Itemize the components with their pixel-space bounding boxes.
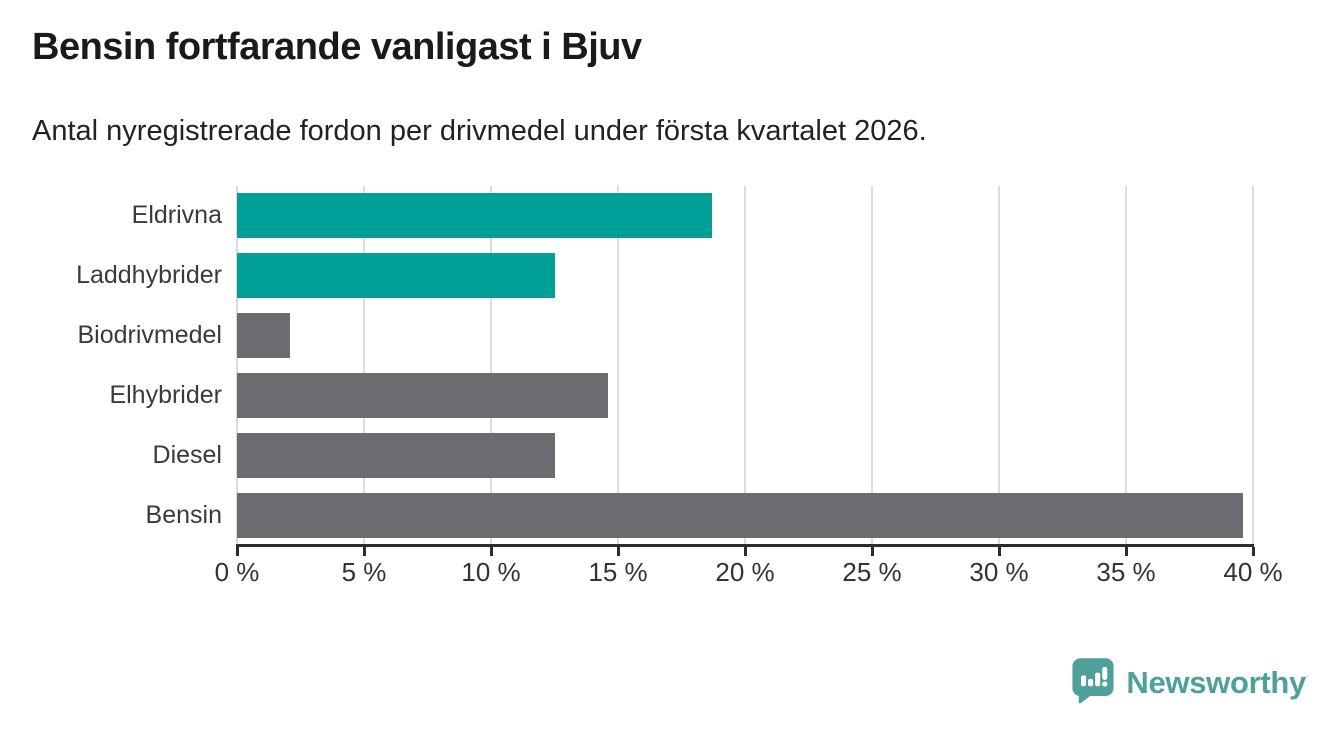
chart-subtitle: Antal nyregistrerade fordon per drivmede… [32, 115, 927, 147]
axis-tick [997, 547, 1001, 556]
gridline [490, 186, 492, 545]
bar-row [237, 246, 1253, 306]
axis-tick [1124, 547, 1128, 556]
axis-tick-label: 20 % [715, 557, 775, 587]
bar-row [237, 485, 1253, 545]
category-label: Diesel [152, 440, 222, 469]
bar-diesel [237, 432, 555, 478]
bar-laddhybrider [237, 253, 555, 299]
axis-tick-label: 40 % [1223, 557, 1283, 587]
gridline [998, 186, 1000, 545]
axis-tick-label: 10 % [461, 557, 521, 587]
axis-tick [489, 547, 493, 556]
bar-biodrivmedel [237, 313, 291, 359]
axis-tick-label: 30 % [969, 557, 1029, 587]
category-label: Laddhybrider [76, 261, 222, 290]
axis-tick [362, 547, 366, 556]
axis-tick-label: 15 % [588, 557, 648, 587]
gridline [1252, 186, 1254, 545]
axis-tick-label: 0 % [214, 557, 260, 587]
gridline [1125, 186, 1127, 545]
axis-tick [235, 547, 239, 556]
axis-tick-label: 5 % [341, 557, 387, 587]
axis-tick [1251, 547, 1255, 556]
bar-chart-speech-bubble-icon [1070, 656, 1116, 709]
gridline [617, 186, 619, 545]
category-label: Eldrivna [131, 201, 222, 230]
axis-tick [743, 547, 747, 556]
axis-tick [616, 547, 620, 556]
chart-title: Bensin fortfarande vanligast i Bjuv [32, 26, 642, 68]
axis-tick [870, 547, 874, 556]
plot-area [236, 186, 1254, 545]
brand-footer: Newsworthy [1070, 656, 1306, 709]
bar-bensin [237, 492, 1243, 538]
bar-row [237, 425, 1253, 485]
category-label: Bensin [145, 500, 222, 529]
gridline [871, 186, 873, 545]
gridline [236, 186, 238, 545]
category-label: Biodrivmedel [77, 321, 222, 350]
category-label: Elhybrider [109, 380, 222, 409]
bar-row [237, 186, 1253, 246]
x-axis-line [236, 544, 1254, 547]
gridline [744, 186, 746, 545]
category-axis: Eldrivna Laddhybrider Biodrivmedel Elhybrid… [0, 186, 222, 545]
axis-tick-label: 25 % [842, 557, 902, 587]
bar-row [237, 306, 1253, 366]
bar-row [237, 366, 1253, 426]
gridline [363, 186, 365, 545]
brand-logo-text: Newsworthy [1126, 664, 1306, 700]
bar-eldrivna [237, 193, 712, 239]
bar-elhybrider [237, 372, 608, 418]
axis-tick-label: 35 % [1096, 557, 1156, 587]
